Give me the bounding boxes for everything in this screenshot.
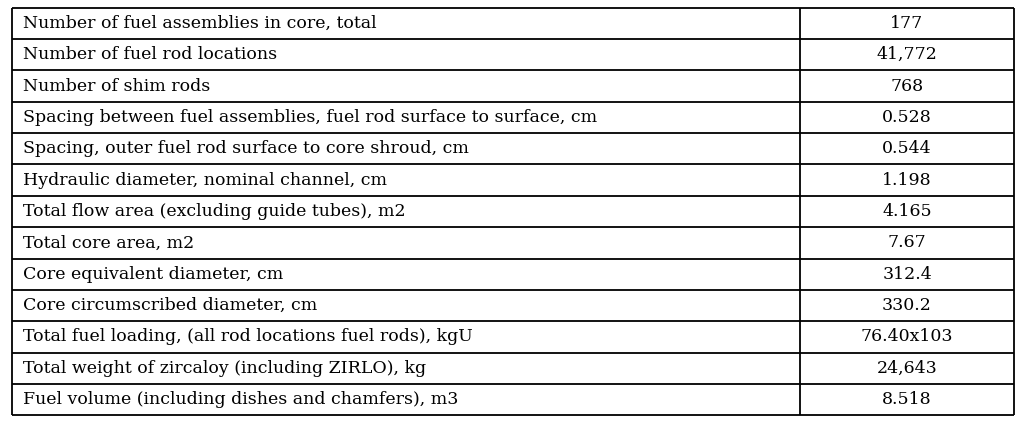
Text: Total core area, m2: Total core area, m2 (23, 234, 194, 251)
Text: 768: 768 (891, 77, 923, 94)
Text: 1.198: 1.198 (882, 172, 932, 189)
Text: 4.165: 4.165 (882, 203, 932, 220)
Text: Number of fuel assemblies in core, total: Number of fuel assemblies in core, total (23, 15, 377, 32)
Text: 7.67: 7.67 (887, 234, 926, 251)
Text: 177: 177 (891, 15, 923, 32)
Text: 8.518: 8.518 (882, 391, 932, 408)
Text: Spacing, outer fuel rod surface to core shroud, cm: Spacing, outer fuel rod surface to core … (23, 140, 469, 157)
Text: Total flow area (excluding guide tubes), m2: Total flow area (excluding guide tubes),… (23, 203, 405, 220)
Text: 0.544: 0.544 (882, 140, 932, 157)
Text: 312.4: 312.4 (882, 266, 932, 283)
Text: Spacing between fuel assemblies, fuel rod surface to surface, cm: Spacing between fuel assemblies, fuel ro… (23, 109, 597, 126)
Text: 76.40x103: 76.40x103 (861, 329, 953, 346)
Text: Core equivalent diameter, cm: Core equivalent diameter, cm (23, 266, 283, 283)
Text: 41,772: 41,772 (876, 46, 938, 63)
Text: Number of shim rods: Number of shim rods (23, 77, 210, 94)
Text: Number of fuel rod locations: Number of fuel rod locations (23, 46, 277, 63)
Text: Hydraulic diameter, nominal channel, cm: Hydraulic diameter, nominal channel, cm (23, 172, 387, 189)
Text: 330.2: 330.2 (882, 297, 932, 314)
Text: Core circumscribed diameter, cm: Core circumscribed diameter, cm (23, 297, 317, 314)
Text: 0.528: 0.528 (882, 109, 932, 126)
Text: Total fuel loading, (all rod locations fuel rods), kgU: Total fuel loading, (all rod locations f… (23, 329, 472, 346)
Text: Total weight of zircaloy (including ZIRLO), kg: Total weight of zircaloy (including ZIRL… (23, 360, 426, 377)
Text: Fuel volume (including dishes and chamfers), m3: Fuel volume (including dishes and chamfe… (23, 391, 458, 408)
Text: 24,643: 24,643 (876, 360, 938, 377)
